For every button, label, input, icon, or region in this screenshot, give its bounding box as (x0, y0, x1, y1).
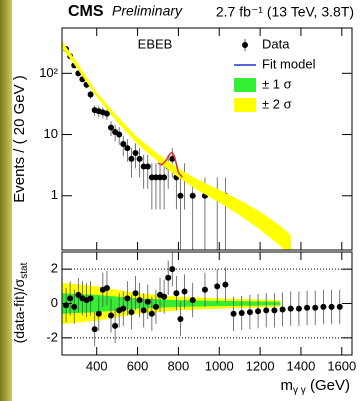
band (62, 40, 291, 250)
data-point (103, 285, 110, 292)
data-point (312, 304, 319, 311)
x-tick-label: 600 (127, 358, 149, 373)
legend-marker (242, 42, 248, 48)
data-point (67, 295, 74, 302)
data-point (128, 155, 135, 162)
annotation: EBEB (138, 36, 173, 51)
data-point (222, 281, 229, 288)
band (62, 293, 281, 314)
x-tick-label: 1400 (286, 358, 315, 373)
x-tick-label: 1600 (327, 358, 356, 373)
data-point (181, 288, 188, 295)
data-point (189, 192, 196, 199)
data-point (165, 274, 172, 281)
y-tick-label: 10² (39, 65, 58, 80)
signal-curve (157, 151, 184, 178)
data-point (124, 295, 131, 302)
data-point (132, 290, 139, 297)
chart-title: CMS (68, 3, 104, 20)
legend-label: Fit model (262, 56, 316, 71)
plot-area (62, 252, 352, 347)
data-point (136, 155, 143, 162)
data-point (177, 315, 184, 322)
data-point (91, 326, 98, 333)
data-point (87, 91, 94, 98)
data-point (295, 305, 302, 312)
y-tick-label: 2 (51, 261, 58, 276)
data-point (271, 307, 278, 314)
legend-label: ± 1 σ (262, 76, 292, 91)
data-point (161, 174, 168, 181)
data-point (116, 131, 123, 138)
chart-subtitle: Preliminary (112, 3, 183, 19)
data-point (255, 308, 262, 315)
pull-axis-label: (data-fit)/σstat (11, 262, 30, 343)
data-point (120, 305, 127, 312)
data-point (287, 305, 294, 312)
data-point (75, 291, 82, 298)
data-point (189, 297, 196, 304)
pull-axis-label-main: (data-fit)/σ (11, 278, 27, 343)
data-point (169, 155, 176, 162)
data-point (279, 306, 286, 313)
data-point (103, 110, 110, 117)
x-axis-label-main: m (281, 377, 294, 394)
frame (61, 27, 353, 251)
legend-label: Data (262, 36, 290, 51)
legend-marker (234, 98, 256, 112)
data-point (238, 309, 245, 316)
x-axis-label-sub: γ γ (293, 385, 306, 396)
data-point (201, 286, 208, 293)
data-point (124, 145, 131, 152)
data-point (173, 290, 180, 297)
x-tick-label: 800 (168, 358, 190, 373)
data-point (108, 312, 115, 319)
y-axis-label: Events / ( 20 GeV ) (11, 75, 28, 203)
data-point (87, 295, 94, 302)
data-point (71, 303, 78, 310)
data-point (263, 307, 270, 314)
x-tick-label: 1000 (205, 358, 234, 373)
data-point (132, 149, 139, 156)
x-tick-label: 1200 (246, 358, 275, 373)
x-axis-label: mγ γ (GeV) (281, 377, 350, 396)
data-point (144, 298, 151, 305)
plot-area (62, 40, 292, 250)
x-tick-label: 400 (86, 358, 108, 373)
data-point (304, 304, 311, 311)
data-point (230, 310, 237, 317)
data-point (112, 322, 119, 329)
legend-label: ± 2 σ (262, 96, 292, 111)
x-axis-label-unit: (GeV) (306, 377, 350, 394)
data-point (148, 310, 155, 317)
legend-marker (234, 78, 256, 92)
pull-axis-label-sub: stat (19, 262, 30, 278)
data-point (328, 303, 335, 310)
lumi-label: 2.7 fb⁻¹ (13 TeV, 3.8T) (216, 4, 354, 20)
data-point (144, 163, 151, 170)
data-point (95, 310, 102, 317)
data-point (161, 293, 168, 300)
data-point (108, 124, 115, 131)
data-point (336, 303, 343, 310)
data-point (128, 309, 135, 316)
side-strip (0, 0, 12, 401)
data-point (136, 297, 143, 304)
y-tick-label: 1 (51, 187, 58, 202)
data-point (214, 283, 221, 290)
data-point (177, 192, 184, 199)
data-point (152, 303, 159, 310)
data-point (120, 141, 127, 148)
y-tick-label: -2 (46, 329, 58, 344)
y-tick-label: 10 (44, 126, 58, 141)
data-point (246, 309, 253, 316)
y-tick-label: 0 (51, 295, 58, 310)
data-point (320, 303, 327, 310)
data-point (140, 307, 147, 314)
data-point (169, 266, 176, 273)
